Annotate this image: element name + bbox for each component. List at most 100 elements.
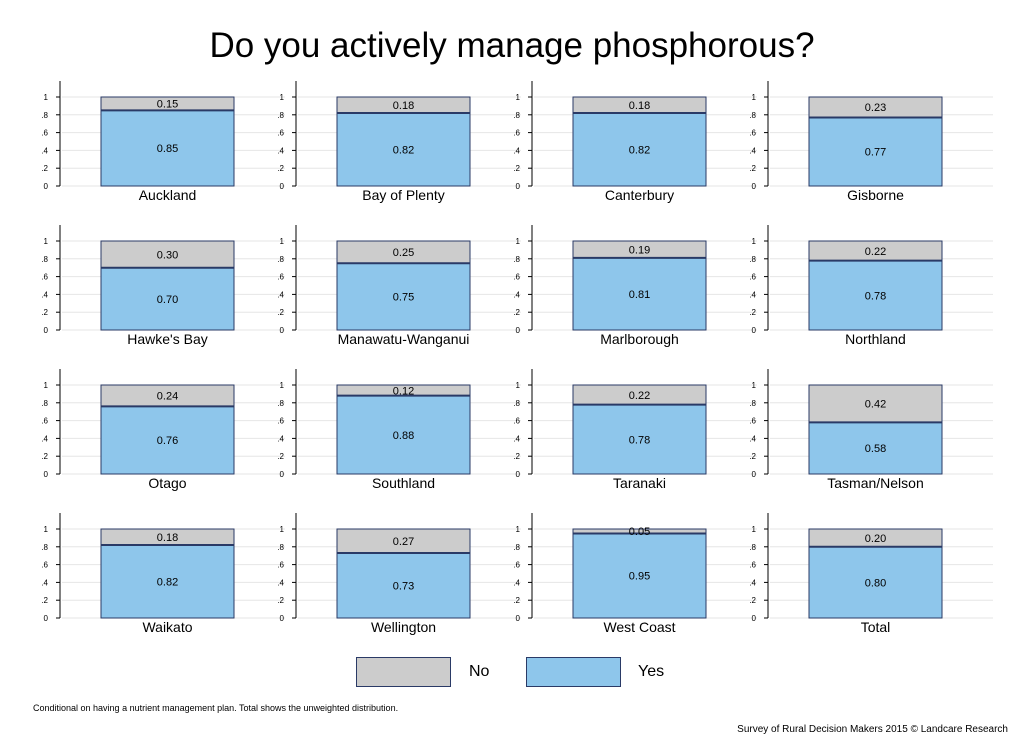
y-tick-label: 1	[516, 381, 521, 390]
panel-category-label: Bay of Plenty	[362, 187, 445, 203]
y-tick-label: 0	[516, 470, 521, 479]
y-tick-label: 1	[44, 381, 49, 390]
y-tick-label: .6	[41, 417, 48, 426]
bar-yes	[100, 405, 235, 475]
data-label-no: 0.19	[629, 244, 650, 256]
data-label-no: 0.05	[629, 526, 650, 538]
y-tick-label: .2	[41, 308, 48, 317]
y-tick-label: .6	[41, 561, 48, 570]
panel-category-label: Southland	[372, 475, 435, 491]
y-tick-label: 0	[752, 182, 757, 191]
data-label-no: 0.18	[629, 100, 650, 112]
data-label-yes: 0.77	[865, 147, 886, 159]
y-tick-label: 1	[280, 237, 285, 246]
y-tick-label: 0	[280, 326, 285, 335]
bar-yes	[336, 112, 471, 187]
data-label-yes: 0.75	[393, 292, 414, 304]
data-label-yes: 0.82	[629, 145, 650, 157]
data-label-yes: 0.82	[157, 577, 178, 589]
panel-category-label: Total	[861, 619, 891, 635]
y-tick-label: 1	[752, 525, 757, 534]
y-tick-label: .8	[277, 543, 284, 552]
y-tick-label: .6	[513, 273, 520, 282]
legend-swatch-no	[356, 657, 451, 687]
y-tick-label: .2	[749, 452, 756, 461]
panel-category-label: Marlborough	[600, 331, 679, 347]
y-tick-label: 1	[516, 93, 521, 102]
y-tick-label: .6	[513, 561, 520, 570]
y-tick-label: .4	[277, 578, 284, 587]
y-tick-label: .4	[513, 146, 520, 155]
data-label-yes: 0.78	[629, 434, 650, 446]
y-tick-label: 0	[44, 182, 49, 191]
bar-yes	[336, 262, 471, 331]
data-label-yes: 0.73	[393, 581, 414, 593]
y-tick-label: 1	[752, 93, 757, 102]
y-tick-label: .4	[41, 290, 48, 299]
data-label-yes: 0.58	[865, 443, 886, 455]
y-tick-label: 0	[752, 614, 757, 623]
y-tick-label: .2	[513, 308, 520, 317]
data-label-yes: 0.88	[393, 430, 414, 442]
y-tick-label: 0	[44, 614, 49, 623]
data-label-no: 0.24	[157, 391, 178, 403]
y-tick-label: 1	[280, 381, 285, 390]
y-tick-label: .4	[277, 434, 284, 443]
data-label-no: 0.12	[393, 385, 414, 397]
y-tick-label: .8	[749, 399, 756, 408]
bar-yes	[572, 112, 707, 187]
y-tick-label: .8	[277, 255, 284, 264]
y-tick-label: .2	[277, 596, 284, 605]
y-tick-label: .8	[749, 255, 756, 264]
panel-category-label: Waikato	[142, 619, 192, 635]
y-tick-label: .2	[277, 308, 284, 317]
y-tick-label: .6	[749, 417, 756, 426]
data-label-no: 0.30	[157, 249, 178, 261]
y-tick-label: .4	[749, 578, 756, 587]
panel-category-label: West Coast	[603, 619, 675, 635]
y-tick-label: .6	[513, 417, 520, 426]
y-tick-label: .8	[513, 399, 520, 408]
y-tick-label: .8	[277, 399, 284, 408]
y-tick-label: .2	[513, 164, 520, 173]
bar-yes	[100, 109, 235, 187]
y-tick-label: .8	[513, 111, 520, 120]
panel-category-label: Auckland	[139, 187, 197, 203]
y-tick-label: .6	[749, 273, 756, 282]
bar-yes	[100, 544, 235, 619]
bar-no	[100, 240, 235, 269]
panel-category-label: Tasman/Nelson	[827, 475, 924, 491]
data-label-no: 0.18	[393, 100, 414, 112]
panel-category-label: Manawatu-Wanganui	[338, 331, 470, 347]
y-tick-label: .2	[41, 164, 48, 173]
bar-yes	[572, 532, 707, 619]
y-tick-label: .8	[513, 255, 520, 264]
y-tick-label: .6	[277, 273, 284, 282]
y-tick-label: 0	[280, 182, 285, 191]
y-tick-label: .8	[513, 543, 520, 552]
panel-category-label: Otago	[148, 475, 186, 491]
bar-yes	[808, 421, 943, 475]
y-tick-label: 1	[44, 93, 49, 102]
data-label-yes: 0.78	[865, 290, 886, 302]
y-tick-label: .2	[513, 452, 520, 461]
y-tick-label: .2	[749, 164, 756, 173]
y-tick-label: 1	[516, 237, 521, 246]
y-tick-label: 1	[516, 525, 521, 534]
y-tick-label: .6	[749, 129, 756, 138]
legend-swatch-yes	[526, 657, 621, 687]
y-tick-label: .4	[41, 146, 48, 155]
y-tick-label: 1	[44, 525, 49, 534]
y-tick-label: .8	[41, 255, 48, 264]
y-tick-label: 0	[516, 326, 521, 335]
footnote: Conditional on having a nutrient managem…	[33, 703, 399, 713]
panel-category-label: Taranaki	[613, 475, 666, 491]
y-tick-label: .6	[41, 129, 48, 138]
y-tick-label: .8	[749, 543, 756, 552]
y-tick-label: .4	[749, 290, 756, 299]
y-tick-label: 0	[516, 182, 521, 191]
y-tick-label: .2	[513, 596, 520, 605]
bar-yes	[572, 257, 707, 331]
data-label-yes: 0.70	[157, 294, 178, 306]
